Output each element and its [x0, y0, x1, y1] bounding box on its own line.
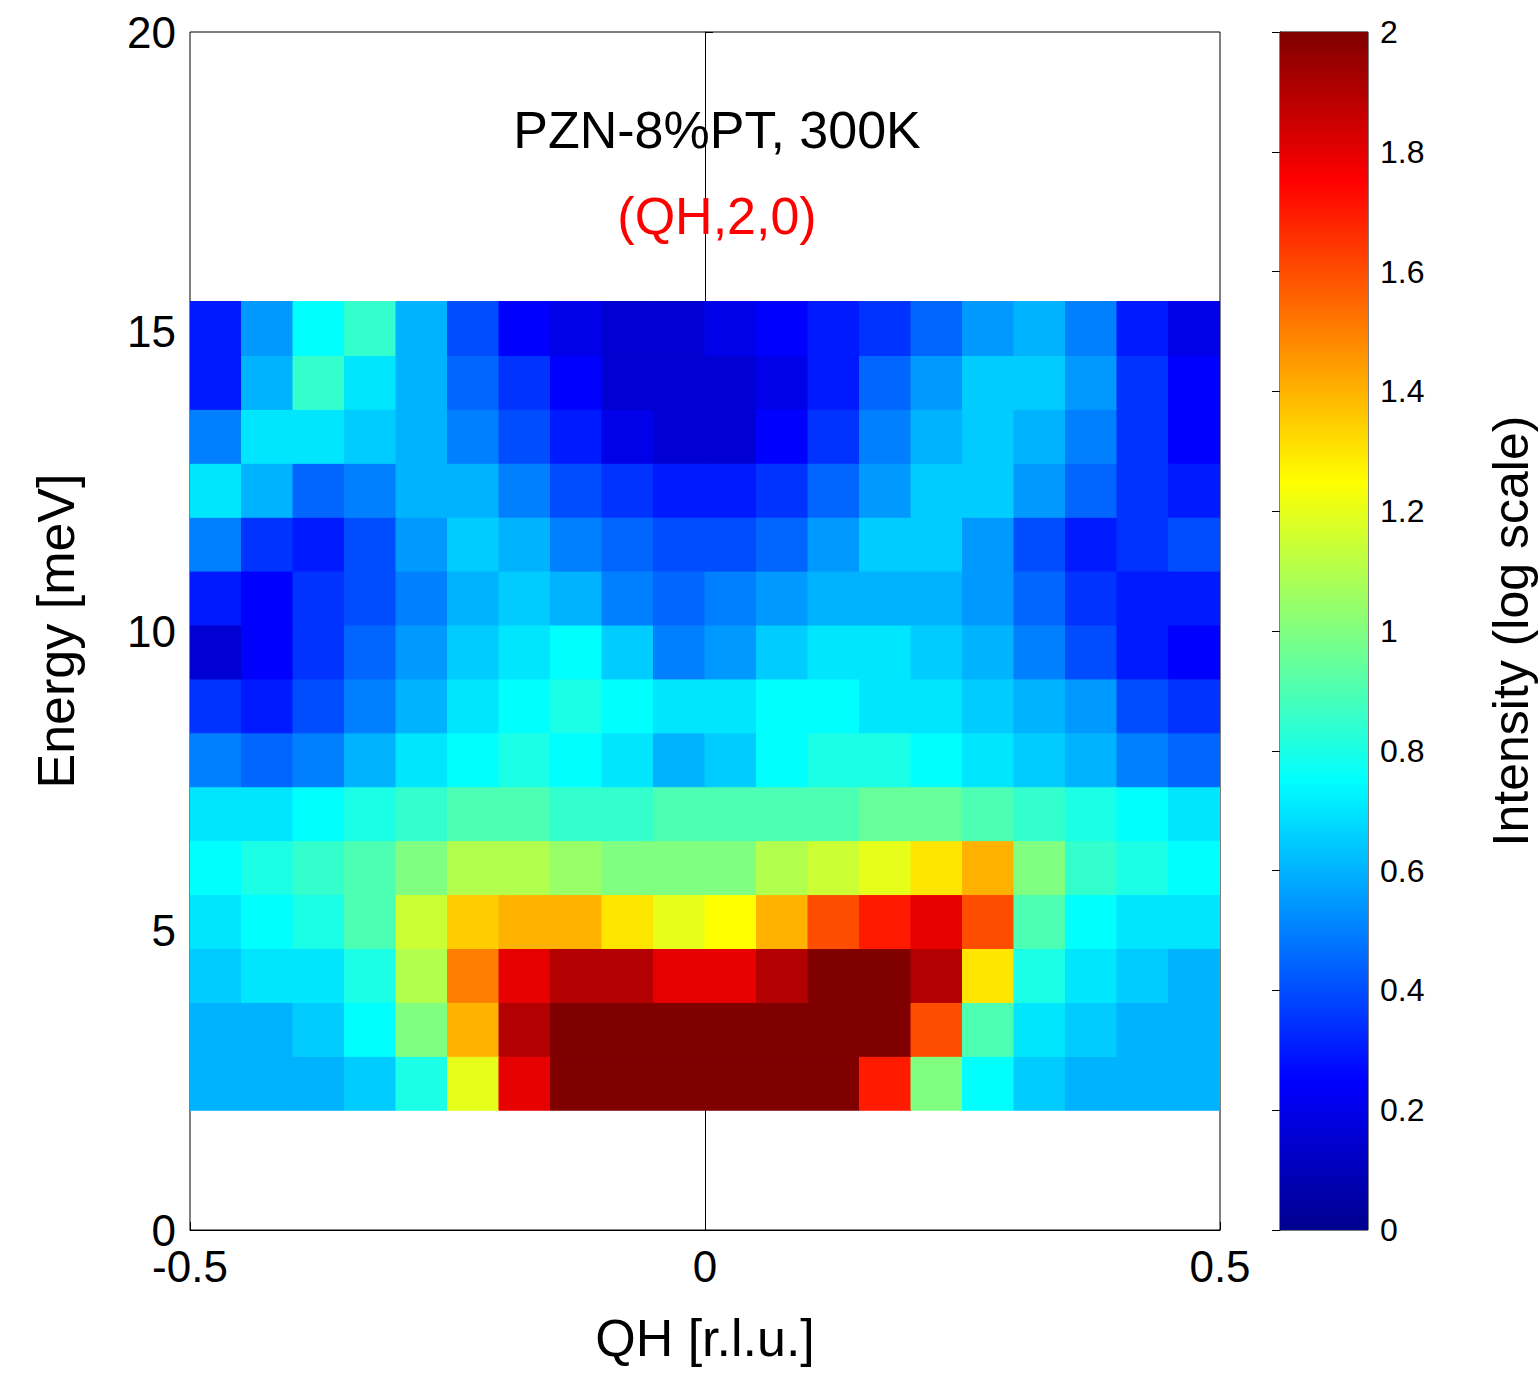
svg-text:5: 5 [152, 906, 176, 955]
svg-text:-0.5: -0.5 [152, 1242, 228, 1291]
svg-text:15: 15 [127, 307, 176, 356]
svg-text:(QH,2,0): (QH,2,0) [617, 187, 816, 245]
svg-text:1.2: 1.2 [1380, 493, 1424, 529]
svg-text:1.6: 1.6 [1380, 254, 1424, 290]
svg-text:1.4: 1.4 [1380, 373, 1424, 409]
svg-text:0.4: 0.4 [1380, 972, 1424, 1008]
svg-text:20: 20 [127, 8, 176, 57]
svg-text:QH [r.l.u.]: QH [r.l.u.] [595, 1309, 815, 1367]
svg-text:0.6: 0.6 [1380, 853, 1424, 889]
svg-text:0.2: 0.2 [1380, 1092, 1424, 1128]
svg-text:0.8: 0.8 [1380, 733, 1424, 769]
svg-text:0: 0 [151, 1205, 176, 1255]
svg-text:1.8: 1.8 [1380, 134, 1424, 170]
svg-text:2: 2 [1380, 14, 1398, 50]
svg-text:0: 0 [693, 1242, 717, 1291]
svg-text:Intensity (log scale): Intensity (log scale) [1483, 416, 1539, 847]
svg-text:0: 0 [1380, 1212, 1398, 1248]
svg-text:Energy [meV]: Energy [meV] [27, 473, 85, 788]
svg-text:1: 1 [1380, 613, 1398, 649]
svg-text:0.5: 0.5 [1189, 1242, 1250, 1291]
svg-text:10: 10 [127, 607, 176, 656]
svg-text:PZN-8%PT, 300K: PZN-8%PT, 300K [513, 101, 921, 159]
